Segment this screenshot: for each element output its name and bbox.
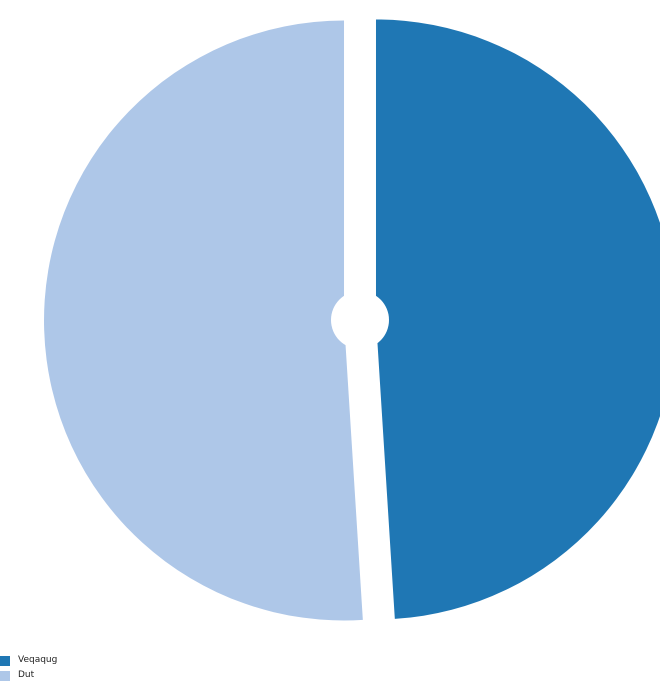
legend-label-dut: Dut bbox=[18, 670, 35, 680]
legend-swatch-veqaqug bbox=[0, 655, 10, 666]
pie-slice-veqaqug bbox=[375, 19, 660, 619]
legend: Veqaqug Dut bbox=[0, 653, 57, 683]
pie-chart bbox=[44, 19, 660, 621]
legend-item-dut: Dut bbox=[0, 668, 57, 683]
pie-slice-dut bbox=[44, 20, 363, 621]
pie-center-hub bbox=[331, 291, 389, 349]
legend-swatch-dut bbox=[0, 670, 10, 681]
legend-item-veqaqug: Veqaqug bbox=[0, 653, 57, 668]
pie-slices bbox=[44, 19, 660, 621]
legend-label-veqaqug: Veqaqug bbox=[18, 655, 58, 665]
